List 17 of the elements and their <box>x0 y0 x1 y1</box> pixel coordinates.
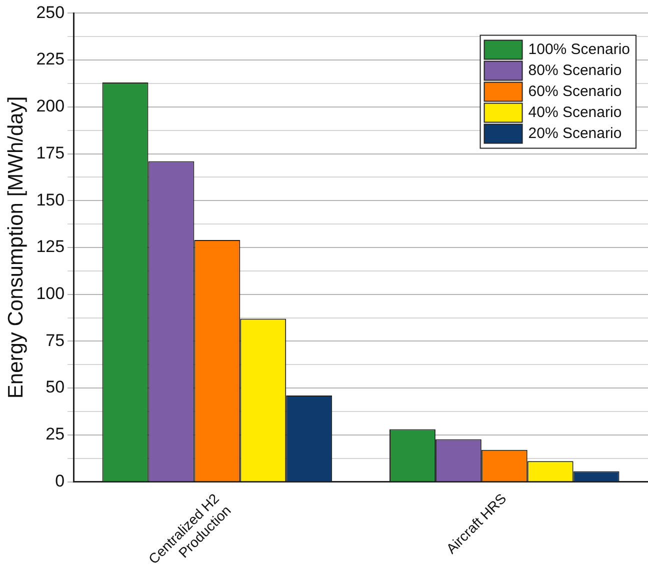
y-tick-label: 200 <box>36 96 65 116</box>
y-tick-label: 150 <box>36 190 65 210</box>
legend-label: 40% Scenario <box>528 104 622 121</box>
y-tick-label: 0 <box>55 471 65 490</box>
legend-label: 80% Scenario <box>528 62 622 79</box>
y-tick-label: 25 <box>46 424 65 444</box>
legend-label: 60% Scenario <box>528 82 622 100</box>
legend-label: 20% Scenario <box>528 124 622 142</box>
legend-label: 100% Scenario <box>528 40 630 58</box>
y-tick-label: 100 <box>36 284 65 304</box>
y-axis-title: Energy Consumption [MWh/day] <box>4 96 28 399</box>
y-tick-label: 75 <box>46 330 65 350</box>
y-tick-label: 175 <box>36 143 65 162</box>
y-tick-label: 225 <box>36 50 65 69</box>
y-tick-label: 125 <box>36 237 65 256</box>
y-tick-label: 250 <box>36 2 65 22</box>
y-tick-label: 50 <box>46 378 65 397</box>
